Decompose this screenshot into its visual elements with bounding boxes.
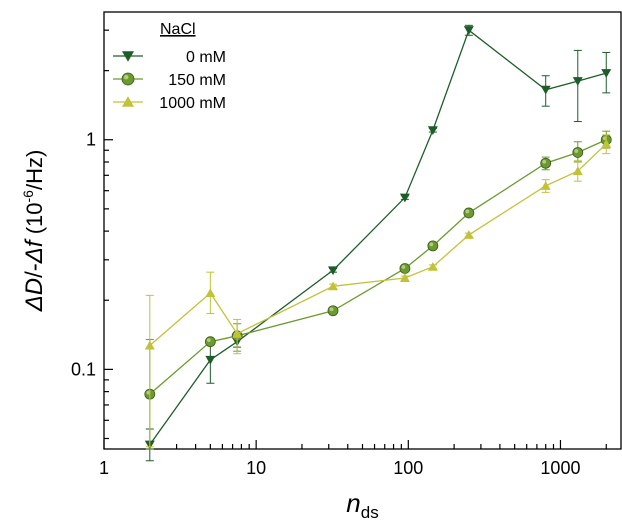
legend-marker [122, 51, 134, 62]
data-point [399, 263, 411, 274]
data-point-highlight [429, 242, 434, 247]
data-point [572, 77, 583, 86]
y-axis-title-delta-f: Δf [21, 238, 48, 264]
legend-marker [121, 72, 135, 86]
data-point [540, 181, 551, 190]
x-axis-title: nds [346, 488, 378, 522]
axis-titles: nds ΔD/-Δf (10-6/Hz) [20, 150, 379, 522]
legend: NaCl 0 mM 150 mM 1000 mM [113, 21, 226, 112]
x-tick-label: 1 [99, 458, 109, 478]
data-point-highlight [146, 390, 151, 395]
y-axis-title-unit: /Hz) [22, 150, 47, 190]
data-point [144, 340, 155, 350]
y-axis-title-delta-d: ΔD [21, 278, 48, 312]
x-axis: 1 10 100 1000 [99, 440, 607, 478]
data-point-highlight [329, 307, 334, 312]
data-point [463, 230, 474, 239]
x-axis-title-main: n [346, 488, 360, 518]
data-point [204, 336, 216, 348]
y-axis-title-paren: (10 [22, 202, 47, 240]
data-point [540, 157, 552, 169]
data-point-shape [204, 336, 216, 348]
series-line [149, 29, 607, 446]
data-point-shape [572, 147, 584, 158]
data-point [399, 193, 410, 203]
data-point [399, 273, 410, 282]
series-1000-mm [144, 134, 612, 448]
y-tick-label: 0.1 [71, 359, 96, 379]
data-point [540, 85, 551, 95]
data-point-shape [540, 157, 552, 169]
legend-title: NaCl [160, 21, 196, 38]
series-0-mm [144, 24, 612, 462]
data-point [427, 126, 438, 135]
data-point [463, 26, 474, 35]
data-point-highlight [574, 149, 579, 153]
y-axis-title-exponent: -6 [20, 190, 36, 203]
data-point [601, 69, 612, 78]
data-point-shape [399, 263, 411, 274]
data-point [328, 281, 339, 291]
x-tick-label: 10 [246, 458, 266, 478]
data-point-highlight [206, 338, 211, 343]
data-point [427, 261, 438, 271]
data-point [572, 166, 583, 176]
data-point [427, 240, 439, 252]
y-axis-title-separator: /- [21, 263, 48, 278]
legend-marker-highlight [123, 74, 129, 80]
legend-marker-shape [121, 72, 135, 86]
data-point-highlight [602, 136, 607, 141]
y-axis-title: ΔD/-Δf (10-6/Hz) [20, 150, 48, 313]
data-point [327, 305, 339, 317]
series-group [144, 24, 612, 462]
data-point-highlight [465, 209, 470, 214]
series-line [149, 143, 607, 347]
data-point [572, 147, 584, 158]
data-point [232, 328, 243, 338]
legend-marker [122, 96, 134, 107]
legend-label: 1000 mM [159, 95, 226, 112]
legend-label: 0 mM [186, 49, 226, 66]
x-axis-title-subscript: ds [361, 503, 379, 522]
data-point [205, 288, 216, 298]
data-point-shape [427, 240, 439, 252]
x-tick-label: 1000 [540, 458, 580, 478]
data-point-highlight [542, 159, 547, 164]
data-point-shape [327, 305, 339, 317]
data-point-highlight [401, 265, 406, 269]
y-tick-label: 1 [86, 130, 96, 150]
data-point [601, 139, 612, 148]
series-line [149, 139, 607, 395]
legend-label: 150 mM [168, 72, 226, 89]
data-point [463, 207, 475, 219]
data-point [205, 355, 216, 365]
series-150-mm [144, 130, 612, 450]
data-point [328, 266, 339, 276]
x-tick-label: 100 [393, 458, 423, 478]
y-axis: 0.11 [71, 29, 113, 440]
data-point-shape [463, 207, 475, 219]
